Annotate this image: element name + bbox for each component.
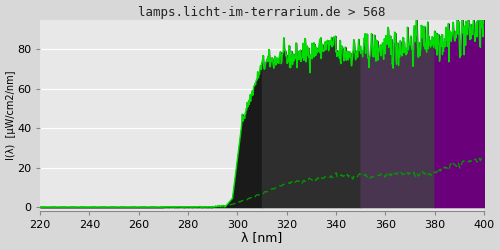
Y-axis label: I(λ)  [μW/cm2/nm]: I(λ) [μW/cm2/nm] [6,70,16,160]
Title: lamps.licht-im-terrarium.de > 568: lamps.licht-im-terrarium.de > 568 [138,6,386,18]
X-axis label: λ [nm]: λ [nm] [242,232,282,244]
